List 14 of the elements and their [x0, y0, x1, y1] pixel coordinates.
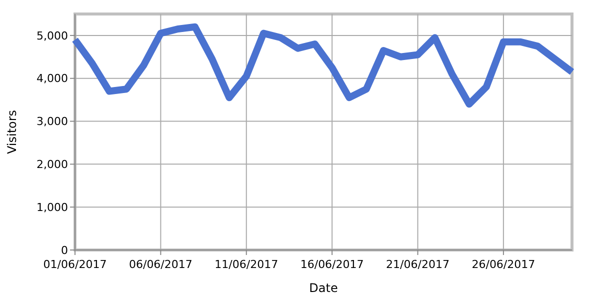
x-axis-title: Date	[309, 281, 338, 295]
y-tick-label: 1,000	[36, 200, 68, 214]
y-tick-label: 5,000	[36, 29, 68, 42]
x-tick-label: 06/06/2017	[128, 258, 192, 271]
y-tick-label: 4,000	[36, 72, 68, 86]
y-tick-label: 2,000	[36, 158, 68, 172]
x-tick-label: 21/06/2017	[386, 258, 450, 271]
x-tick-label: 26/06/2017	[472, 258, 536, 271]
y-axis-title: Visitors	[5, 110, 19, 154]
x-tick-label: 01/06/2017	[43, 258, 107, 271]
x-tick-label: 16/06/2017	[300, 258, 364, 271]
y-tick-label: 0	[61, 244, 68, 257]
y-tick-label: 3,000	[36, 115, 68, 128]
x-tick-label: 11/06/2017	[214, 258, 278, 271]
